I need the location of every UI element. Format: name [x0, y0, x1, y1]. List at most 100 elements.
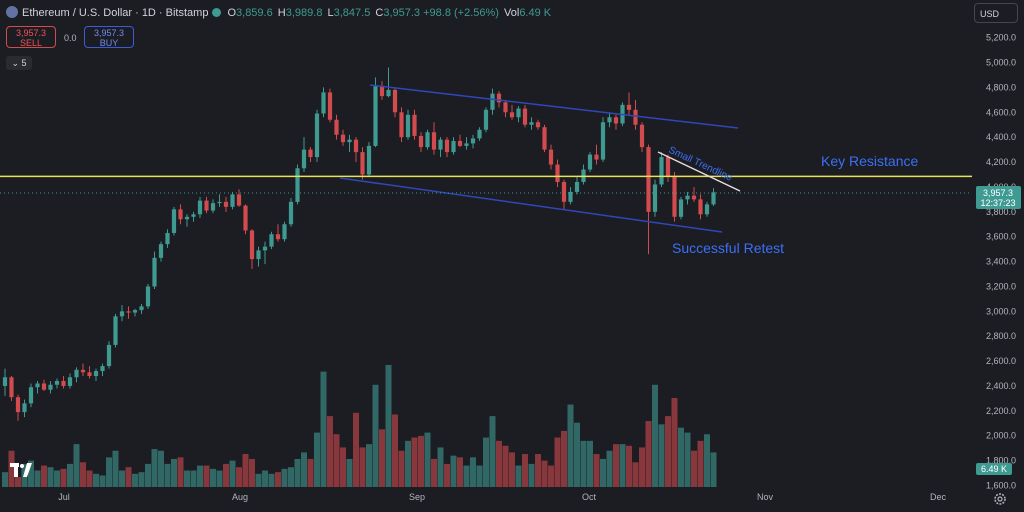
candle-body: [665, 157, 671, 177]
volume-bar: [184, 470, 190, 487]
volume-bars: [2, 365, 717, 487]
volume-bar: [99, 475, 106, 487]
volume-bar: [171, 458, 177, 487]
time-axis[interactable]: Jul Aug Sep Oct Nov Dec: [58, 492, 946, 502]
candles: [2, 67, 716, 421]
volume-bar: [47, 467, 54, 487]
candle-body: [392, 89, 398, 113]
volume-bar: [593, 454, 600, 487]
candle-body: [425, 132, 430, 148]
price-tick-label: 3,600.0: [986, 232, 1016, 242]
price-tick-label: 5,200.0: [986, 33, 1016, 43]
candle-body: [236, 194, 242, 206]
volume-bar: [457, 457, 463, 487]
candle-body: [587, 154, 593, 170]
price-tick-label: 4,800.0: [986, 82, 1016, 92]
candle-body: [191, 214, 196, 217]
candle-body: [412, 114, 417, 136]
price-tick-label: 1,600.0: [986, 481, 1016, 491]
candle-body: [106, 344, 112, 367]
candle-body: [548, 149, 554, 165]
candle-body: [477, 129, 482, 139]
candle-body: [483, 109, 489, 130]
candle-body: [152, 257, 157, 287]
current-price-value: 3,957.3: [983, 188, 1013, 198]
sell-label: SELL: [19, 38, 43, 48]
price-axis[interactable]: 5,200.0 5,000.0 4,800.0 4,600.0 4,400.0 4,200…: [972, 0, 1024, 512]
time-tick-label: Sep: [409, 492, 425, 502]
currency-select[interactable]: USD: [974, 3, 1018, 23]
candle-body: [230, 194, 235, 207]
close-value: 3,957.3: [383, 7, 421, 19]
volume-bar: [236, 467, 242, 487]
volume-bar: [54, 470, 60, 487]
volume-bar: [405, 440, 411, 487]
candle-body: [184, 216, 190, 220]
candle-body: [691, 195, 697, 200]
small-trendline[interactable]: [657, 151, 741, 192]
volume-bar: [41, 465, 47, 487]
tradingview-logo-icon[interactable]: [10, 462, 32, 478]
candle-body: [314, 113, 320, 158]
candle-body: [464, 143, 469, 146]
candle-body: [171, 209, 177, 233]
channel-upper-line[interactable]: [369, 84, 739, 129]
settings-gear-icon[interactable]: [993, 492, 1007, 506]
candle-body: [100, 366, 105, 372]
volume-bar: [359, 447, 366, 487]
candle-body: [386, 89, 391, 97]
candle-body: [334, 119, 339, 135]
candle-body: [35, 383, 40, 388]
volume-bar: [346, 458, 353, 487]
volume-bar: [554, 437, 561, 487]
volume-bar: [314, 432, 320, 487]
volume-bar: [385, 365, 392, 487]
volume-bar: [249, 458, 255, 487]
candle-body: [444, 139, 450, 153]
candle-body: [158, 244, 164, 258]
time-tick-label: Dec: [930, 492, 947, 502]
volume-bar: [216, 470, 223, 487]
volume-bar: [151, 449, 158, 487]
volume-bar: [60, 468, 67, 487]
candle-body: [9, 377, 14, 398]
volume-bar: [645, 421, 652, 487]
volume-bar: [301, 452, 307, 487]
volume-bar: [561, 430, 567, 487]
price-tick-label: 3,800.0: [986, 207, 1016, 217]
indicators-toggle-button[interactable]: ⌄ 5: [6, 56, 32, 70]
candle-body: [327, 92, 333, 120]
volume-bar: [366, 444, 372, 487]
volume-bar: [580, 440, 587, 487]
change-value: +98.8 (+2.56%): [423, 7, 499, 19]
candle-body: [542, 127, 547, 150]
candle-body: [145, 286, 151, 307]
volume-bar: [632, 462, 639, 487]
volume-bar: [665, 416, 671, 487]
sell-button[interactable]: 3,957.3 SELL: [6, 26, 56, 48]
volume-bar: [483, 437, 489, 487]
candle-body: [509, 112, 515, 118]
volume-tag: 6.49 K: [976, 463, 1012, 475]
buy-button[interactable]: 3,957.3 BUY: [84, 26, 134, 48]
channel-lower-line[interactable]: [339, 177, 723, 233]
volume-bar: [522, 454, 528, 487]
candle-body: [405, 114, 411, 138]
volume-bar: [190, 470, 197, 487]
time-tick-label: Jul: [58, 492, 70, 502]
volume-bar: [600, 458, 606, 487]
candle-body: [256, 250, 261, 260]
candle-body: [659, 157, 664, 185]
volume-bar: [528, 463, 535, 487]
candle-body: [607, 117, 612, 123]
candle-body: [288, 201, 294, 225]
volume-bar: [294, 458, 301, 487]
candle-body: [87, 372, 92, 377]
bar-countdown: 12:37:23: [980, 198, 1015, 208]
price-tick-label: 3,200.0: [986, 281, 1016, 291]
time-tick-label: Oct: [582, 492, 597, 502]
symbol-title[interactable]: Ethereum / U.S. Dollar · 1D · Bitstamp: [22, 7, 209, 19]
volume-bar: [255, 473, 262, 487]
